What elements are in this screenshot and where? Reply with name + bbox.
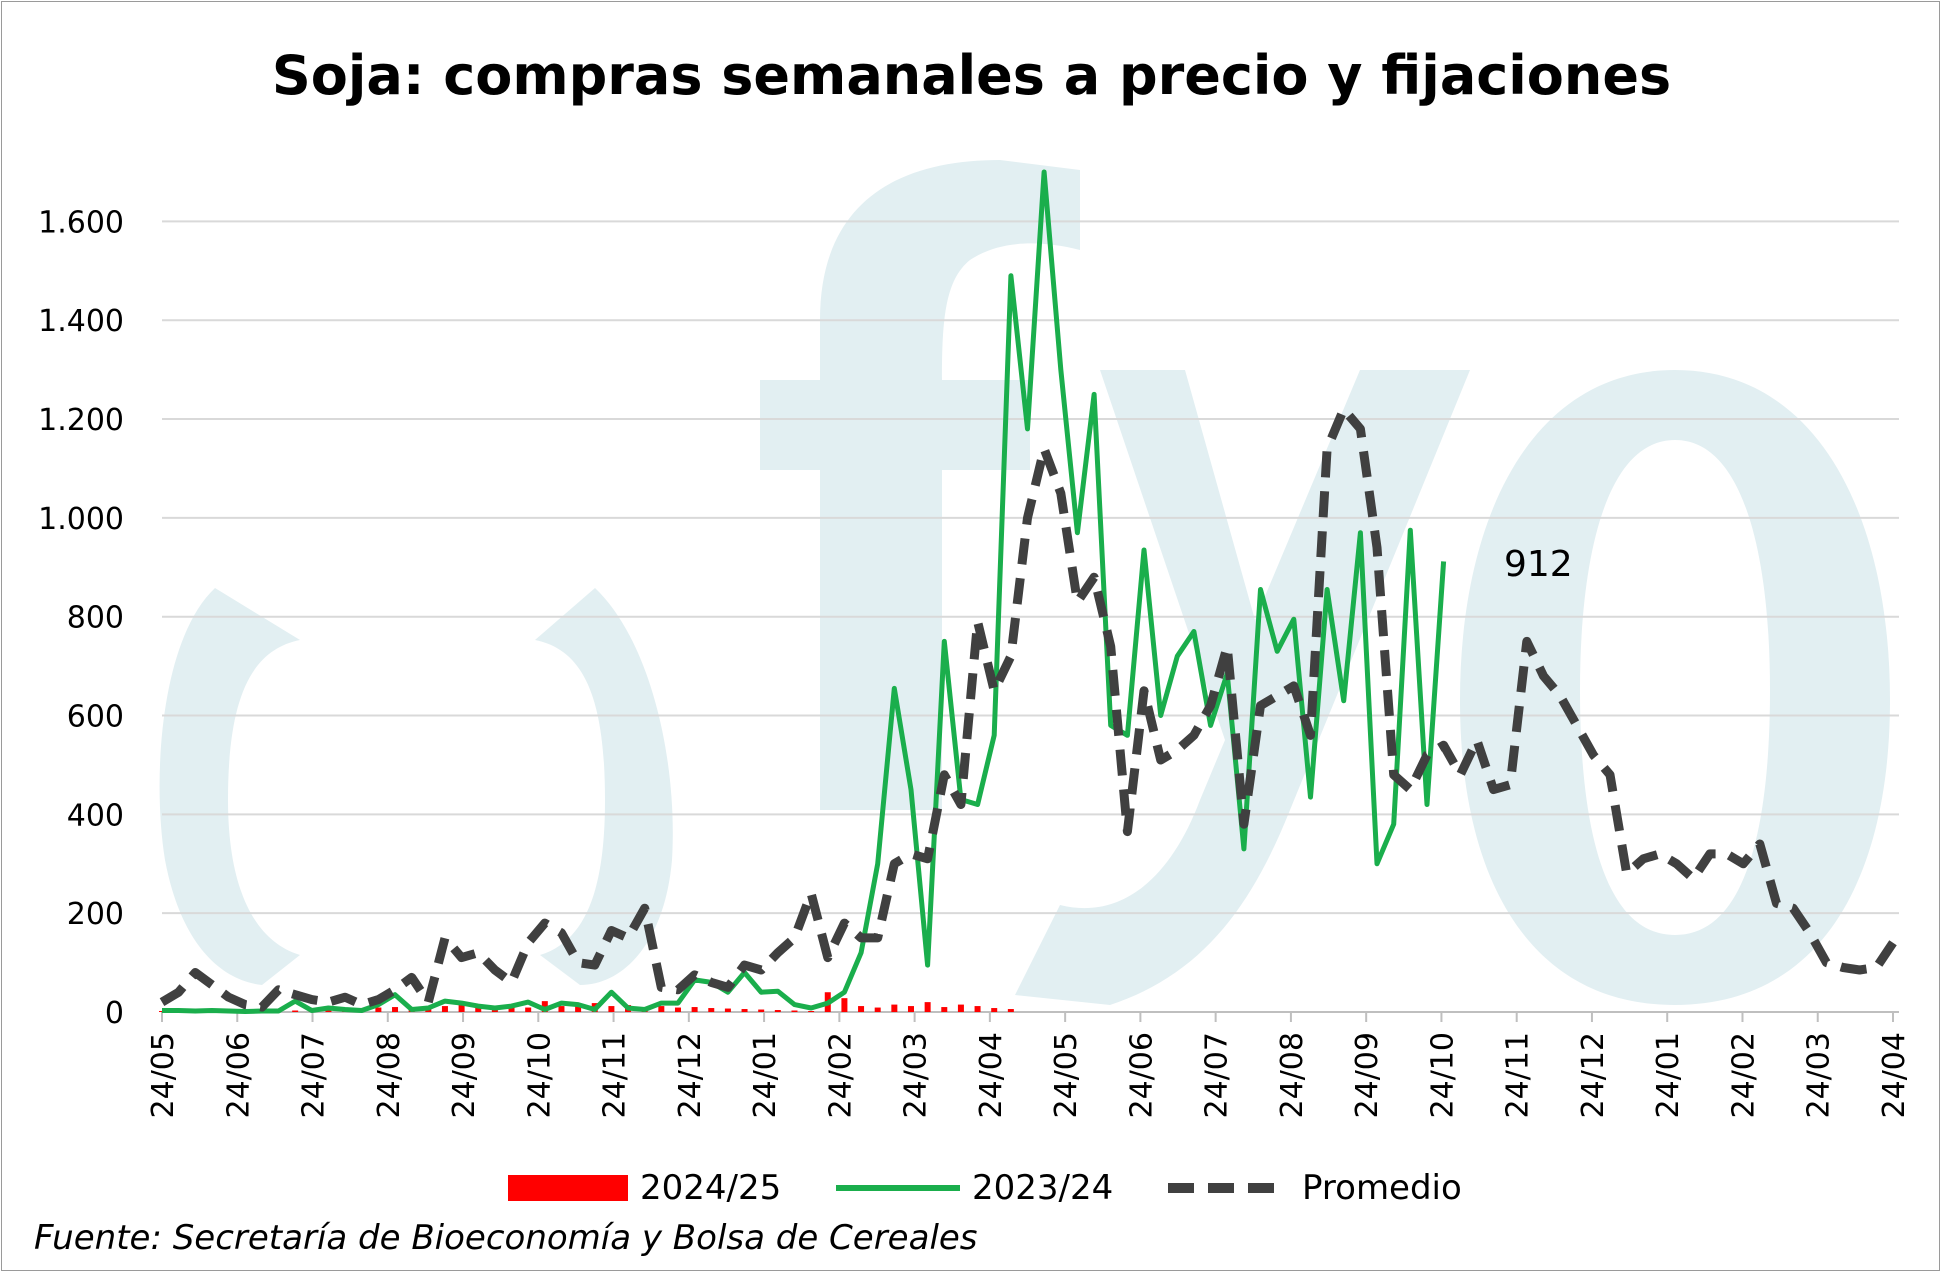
series-promedio-line bbox=[159, 404, 1897, 1012]
bar-2024-25 bbox=[941, 1007, 948, 1012]
bar-2024-25 bbox=[541, 1001, 548, 1012]
bar-2024-25 bbox=[791, 1010, 798, 1012]
x-tick-label: 24/01 bbox=[1651, 1032, 1686, 1118]
bar-2024-25 bbox=[758, 1009, 765, 1012]
x-tick-label: 24/12 bbox=[1576, 1032, 1611, 1118]
y-tick-label: 1.600 bbox=[38, 205, 124, 240]
bar-2024-25 bbox=[724, 1008, 731, 1012]
x-tick-label: 24/11 bbox=[1501, 1032, 1536, 1118]
bar-2024-25 bbox=[475, 1007, 482, 1012]
x-tick-label: 24/07 bbox=[297, 1032, 332, 1118]
legend-item-2023-24: 2023/24 bbox=[836, 1166, 1113, 1210]
legend-label-2023-24: 2023/24 bbox=[972, 1168, 1114, 1208]
x-tick-label: 24/04 bbox=[974, 1032, 1009, 1118]
legend-swatch-promedio bbox=[1168, 1183, 1288, 1193]
bar-2024-25 bbox=[674, 1007, 681, 1012]
y-tick-label: 400 bbox=[67, 798, 124, 833]
watermark-letter-o2 bbox=[1460, 370, 1890, 1005]
bar-2024-25 bbox=[957, 1004, 964, 1012]
bar-2024-25 bbox=[292, 1010, 299, 1012]
x-tick-label: 24/01 bbox=[748, 1032, 783, 1118]
y-tick-label: 800 bbox=[67, 601, 124, 636]
y-tick-label: 0 bbox=[105, 996, 124, 1031]
legend-label-2024-25: 2024/25 bbox=[640, 1168, 782, 1208]
x-tick-label: 24/07 bbox=[1200, 1032, 1235, 1118]
x-tick-label: 24/12 bbox=[673, 1032, 708, 1118]
bar-2024-25 bbox=[375, 1007, 382, 1012]
x-axis-tick-labels: 24/05 24/06 24/07 24/08 24/09 24/10 24/11 24/12… bbox=[146, 1032, 1912, 1118]
bar-2024-25 bbox=[991, 1008, 998, 1012]
bar-2024-25 bbox=[525, 1007, 532, 1012]
bar-2024-25 bbox=[741, 1009, 748, 1012]
y-tick-label: 1.400 bbox=[38, 304, 124, 339]
legend-item-2024-25: 2024/25 bbox=[508, 1166, 781, 1210]
watermark-letter-y bbox=[1015, 370, 1470, 1005]
bar-2024-25 bbox=[575, 1004, 582, 1012]
x-axis bbox=[161, 1011, 1899, 1022]
bar-2024-25 bbox=[808, 1011, 815, 1013]
x-tick-label: 24/10 bbox=[1425, 1032, 1460, 1118]
legend-swatch-2023-24 bbox=[836, 1185, 960, 1191]
x-tick-label: 24/06 bbox=[221, 1032, 256, 1118]
y-tick-label: 1.200 bbox=[38, 403, 124, 438]
x-tick-label: 24/11 bbox=[598, 1032, 633, 1118]
x-tick-label: 24/03 bbox=[1802, 1032, 1837, 1118]
x-tick-label: 24/09 bbox=[1350, 1032, 1385, 1118]
bar-2024-25 bbox=[558, 1006, 565, 1012]
bar-2024-25 bbox=[441, 1006, 448, 1012]
fyo-watermark-logo bbox=[159, 160, 1890, 1005]
annotation-912: 912 bbox=[1504, 544, 1573, 585]
bar-2024-25 bbox=[392, 1007, 399, 1012]
y-tick-label: 1.000 bbox=[38, 502, 124, 537]
x-tick-label: 24/05 bbox=[146, 1032, 181, 1118]
x-tick-label: 24/02 bbox=[823, 1032, 858, 1118]
legend-swatch-2024-25 bbox=[508, 1175, 628, 1201]
bar-2024-25 bbox=[658, 1006, 665, 1012]
bar-2024-25 bbox=[924, 1002, 931, 1012]
x-tick-label: 24/10 bbox=[522, 1032, 557, 1118]
legend-label-promedio: Promedio bbox=[1302, 1168, 1462, 1208]
bar-2024-25 bbox=[608, 1006, 615, 1012]
bar-2024-25 bbox=[907, 1006, 914, 1012]
y-axis-tick-labels: 0 200 400 600 800 1.000 1.200 1.400 1.600 bbox=[38, 205, 124, 1031]
chart-title: Soja: compras semanales a precio y fijac… bbox=[271, 44, 1672, 107]
x-tick-label: 24/08 bbox=[1275, 1032, 1310, 1118]
x-tick-label: 24/03 bbox=[899, 1032, 934, 1118]
bar-2024-25 bbox=[1007, 1009, 1014, 1012]
x-tick-label: 24/05 bbox=[1049, 1032, 1084, 1118]
x-tick-label: 24/08 bbox=[372, 1032, 407, 1118]
watermark-letter-o bbox=[159, 588, 300, 985]
legend-item-promedio: Promedio bbox=[1166, 1166, 1462, 1210]
y-tick-label: 200 bbox=[67, 897, 124, 932]
x-tick-label: 24/06 bbox=[1124, 1032, 1159, 1118]
bar-2024-25 bbox=[858, 1006, 865, 1012]
bar-2024-25 bbox=[974, 1006, 981, 1012]
bar-2024-25 bbox=[774, 1010, 781, 1012]
y-tick-label: 600 bbox=[67, 700, 124, 735]
bar-2024-25 bbox=[891, 1004, 898, 1012]
watermark-letter-o-right bbox=[535, 588, 673, 985]
source-note: Fuente: Secretaría de Bioeconomía y Bols… bbox=[34, 1218, 978, 1258]
bar-2024-25 bbox=[691, 1007, 698, 1012]
x-tick-label: 24/02 bbox=[1726, 1032, 1761, 1118]
x-tick-label: 24/04 bbox=[1877, 1032, 1912, 1118]
watermark-letter-f bbox=[760, 160, 1080, 810]
bar-2024-25 bbox=[874, 1007, 881, 1012]
bar-2024-25 bbox=[841, 998, 848, 1012]
gridlines bbox=[162, 220, 1899, 915]
x-tick-label: 24/09 bbox=[447, 1032, 482, 1118]
bar-2024-25 bbox=[708, 1008, 715, 1012]
bar-2024-25 bbox=[458, 1003, 465, 1012]
